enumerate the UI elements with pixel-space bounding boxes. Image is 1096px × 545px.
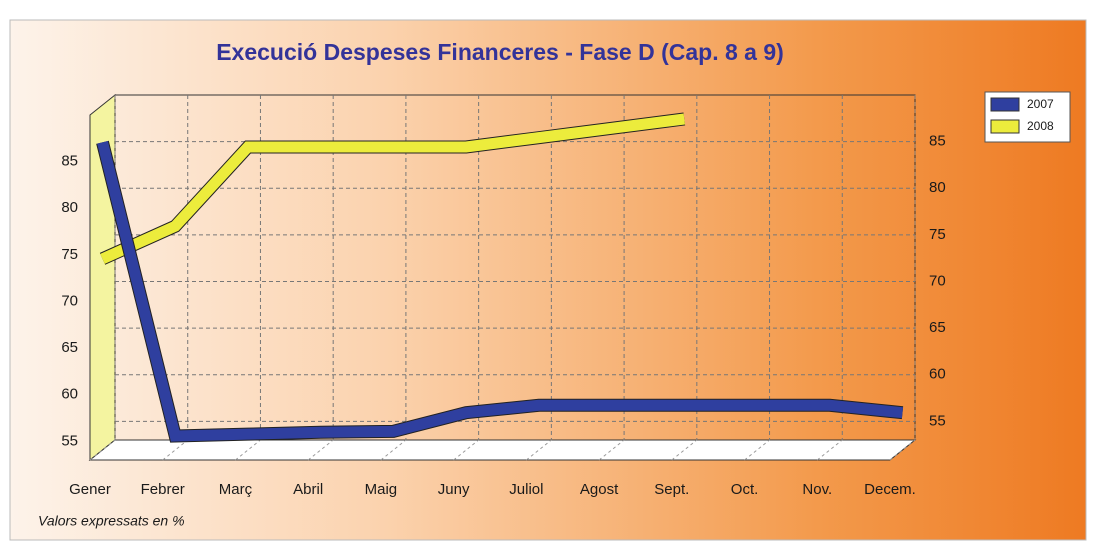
back-wall xyxy=(114,94,916,441)
x-tick-label: Maig xyxy=(365,481,398,498)
chart-background xyxy=(9,19,1087,541)
x-tick-label: Juny xyxy=(438,481,470,498)
legend-swatch xyxy=(990,97,1020,112)
chart-title: Execució Despeses Financeres - Fase D (C… xyxy=(216,39,784,65)
x-tick-label: Decem. xyxy=(864,481,916,498)
x-tick-label: Març xyxy=(219,481,253,498)
y-tick-label: 65 xyxy=(61,339,78,356)
floor-line xyxy=(453,439,479,461)
floor-line xyxy=(889,439,916,461)
y-tick-label-right: 55 xyxy=(929,412,946,429)
x-tick-label: Juliol xyxy=(509,481,543,498)
y-tick-label: 75 xyxy=(61,246,78,263)
floor-line xyxy=(598,439,625,461)
series-line xyxy=(97,140,904,442)
y-tick-label: 85 xyxy=(61,153,78,170)
y-tick-label-right: 85 xyxy=(929,133,946,150)
floor-line xyxy=(162,439,189,461)
floor-line xyxy=(744,439,770,461)
floor xyxy=(88,439,917,461)
x-tick-label: Febrer xyxy=(141,481,185,498)
floor-line xyxy=(380,439,407,461)
y-tick-label-right: 60 xyxy=(929,366,946,383)
legend-label: 2007 xyxy=(1027,97,1054,111)
x-tick-label: Nov. xyxy=(802,481,832,498)
y-tick-label: 70 xyxy=(61,292,78,309)
x-tick-label: Abril xyxy=(293,481,323,498)
floor-line xyxy=(89,439,116,461)
x-tick-label: Oct. xyxy=(731,481,759,498)
legend-swatch xyxy=(990,119,1020,134)
x-tick-label: Agost xyxy=(580,481,619,498)
y-tick-label-right: 70 xyxy=(929,272,946,289)
x-tick-label: Gener xyxy=(69,481,111,498)
y-tick-label: 80 xyxy=(61,199,78,216)
x-tick-label: Sept. xyxy=(654,481,689,498)
y-tick-label-right: 80 xyxy=(929,179,946,196)
y-tick-label: 60 xyxy=(61,386,78,403)
floor-line xyxy=(307,439,334,461)
y-tick-label-right: 75 xyxy=(929,226,946,243)
floor-line xyxy=(816,439,843,461)
note: Valors expressats en % xyxy=(38,513,185,529)
y-tick-label: 55 xyxy=(61,432,78,449)
floor-line xyxy=(526,439,552,461)
floor-line xyxy=(235,439,261,461)
series-line xyxy=(100,113,686,264)
legend-label: 2008 xyxy=(1027,119,1054,133)
floor-line xyxy=(671,439,698,461)
y-tick-label-right: 65 xyxy=(929,319,946,336)
